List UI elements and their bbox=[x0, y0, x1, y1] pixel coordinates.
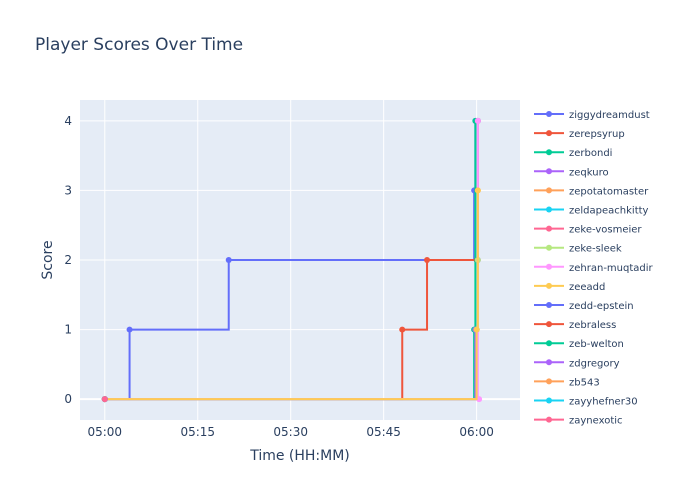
y-tick-label: 0 bbox=[64, 392, 72, 406]
legend-item[interactable]: zayyhefner30 bbox=[534, 397, 638, 408]
data-point bbox=[126, 326, 133, 333]
y-tick-label: 1 bbox=[64, 323, 72, 337]
data-point bbox=[225, 257, 232, 263]
legend-label: zb543 bbox=[569, 377, 600, 388]
legend-label: zaynexotic bbox=[569, 416, 623, 427]
legend-swatch-marker bbox=[546, 168, 552, 175]
x-tick-label: 05:45 bbox=[366, 425, 401, 439]
x-tick-label: 05:15 bbox=[180, 425, 215, 439]
y-tick-label: 4 bbox=[64, 114, 72, 128]
legend-label: zeeadd bbox=[569, 282, 605, 293]
legend-item[interactable]: zdgregory bbox=[534, 358, 620, 369]
legend-item[interactable]: zeqkuro bbox=[534, 167, 609, 178]
legend-label: zeqkuro bbox=[569, 167, 609, 178]
data-point bbox=[474, 117, 481, 124]
legend-item[interactable]: ziggydreamdust bbox=[534, 110, 650, 121]
legend-label: zeb-welton bbox=[569, 339, 624, 350]
y-axis-title: Score bbox=[40, 240, 56, 279]
legend-item[interactable]: zb543 bbox=[534, 377, 600, 388]
legend-swatch-marker bbox=[546, 206, 552, 213]
y-axis-ticks: 0 1 2 3 4 bbox=[64, 114, 72, 406]
legend-label: zayyhefner30 bbox=[569, 397, 638, 408]
y-tick-label: 3 bbox=[64, 183, 72, 197]
legend-swatch-marker bbox=[546, 302, 552, 308]
legend-swatch-marker bbox=[546, 340, 552, 347]
legend-label: zehran-muqtadir bbox=[569, 263, 654, 274]
legend-item[interactable]: zerbondi bbox=[534, 148, 612, 159]
legend-swatch-marker bbox=[546, 187, 552, 194]
series-10 bbox=[101, 187, 481, 403]
legend-swatch-marker bbox=[546, 416, 552, 423]
legend-label: zeldapeachkitty bbox=[569, 206, 649, 217]
legend-item[interactable]: zedd-epstein bbox=[534, 301, 634, 312]
legend-swatch-marker bbox=[546, 130, 552, 137]
x-axis-title: Time (HH:MM) bbox=[249, 448, 350, 464]
data-point bbox=[473, 326, 480, 333]
legend-swatch-marker bbox=[546, 321, 552, 328]
chart-title: Player Scores Over Time bbox=[35, 35, 243, 55]
x-tick-label: 06:00 bbox=[459, 425, 494, 439]
legend-swatch-marker bbox=[546, 359, 552, 366]
legend-swatch-marker bbox=[546, 378, 552, 385]
data-point bbox=[424, 257, 431, 263]
legend-item[interactable]: zeb-welton bbox=[534, 339, 624, 350]
x-tick-label: 05:00 bbox=[87, 425, 122, 439]
legend-label: zerbondi bbox=[569, 148, 612, 159]
data-point bbox=[474, 187, 481, 194]
legend-swatch-marker bbox=[546, 225, 552, 232]
data-point bbox=[399, 326, 406, 333]
legend-swatch-marker bbox=[546, 263, 552, 270]
plot-area bbox=[80, 100, 520, 420]
legend-label: zerepsyrup bbox=[569, 129, 625, 140]
data-point bbox=[101, 396, 108, 403]
legend-swatch-marker bbox=[546, 149, 552, 156]
legend-swatch-marker bbox=[546, 282, 552, 289]
legend-item[interactable]: zebraless bbox=[534, 320, 616, 331]
y-tick-label: 2 bbox=[64, 253, 72, 267]
legend-item[interactable]: zeeadd bbox=[534, 282, 605, 293]
series-17 bbox=[101, 396, 108, 403]
legend-swatch-marker bbox=[546, 397, 552, 404]
legend-label: zedd-epstein bbox=[569, 301, 634, 312]
legend-label: zeke-sleek bbox=[569, 244, 622, 255]
legend-item[interactable]: zaynexotic bbox=[534, 416, 623, 427]
legend-item[interactable]: zehran-muqtadir bbox=[534, 263, 654, 274]
x-axis-ticks: 05:00 05:15 05:30 05:45 06:00 bbox=[87, 425, 493, 439]
legend-label: ziggydreamdust bbox=[569, 110, 650, 121]
legend-swatch-marker bbox=[546, 111, 552, 117]
legend-item[interactable]: zerepsyrup bbox=[534, 129, 625, 140]
legend-label: zeke-vosmeier bbox=[569, 225, 642, 236]
legend-label: zebraless bbox=[569, 320, 616, 331]
legend-label: zepotatomaster bbox=[569, 186, 649, 197]
legend-item[interactable]: zeke-sleek bbox=[534, 244, 622, 255]
legend[interactable]: ziggydreamdust zerepsyrup zerbondi zeqkuro z… bbox=[534, 110, 654, 427]
legend-swatch-marker bbox=[546, 244, 552, 251]
legend-item[interactable]: zepotatomaster bbox=[534, 186, 649, 197]
legend-item[interactable]: zeke-vosmeier bbox=[534, 225, 642, 236]
x-tick-label: 05:30 bbox=[273, 425, 308, 439]
legend-label: zdgregory bbox=[569, 358, 620, 369]
legend-item[interactable]: zeldapeachkitty bbox=[534, 206, 649, 217]
